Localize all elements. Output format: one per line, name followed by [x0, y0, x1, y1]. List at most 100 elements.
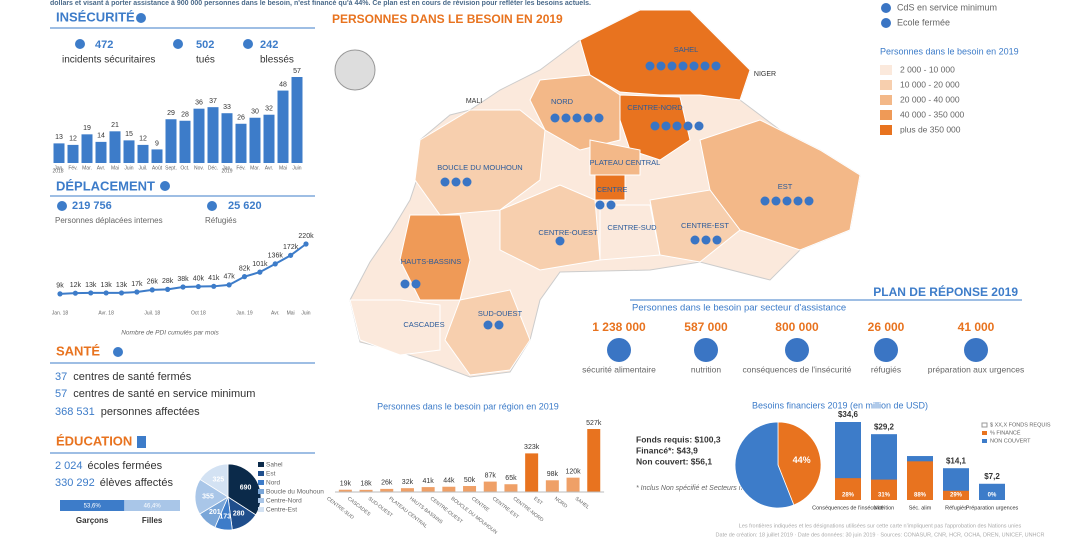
- value-label: 17k: [131, 281, 143, 288]
- x-tick-label: Jan. 19: [236, 310, 253, 316]
- icon: [555, 236, 565, 246]
- stat-value: 368 531: [55, 406, 95, 418]
- fund-line: Financé*: $43,9: [636, 445, 698, 455]
- legend-label: Ecole fermée: [897, 17, 950, 27]
- value-label: 50k: [464, 477, 476, 484]
- bar: [165, 119, 177, 163]
- sector-label: sécurité alimentaire: [582, 364, 656, 374]
- point: [134, 289, 140, 295]
- bar: [442, 486, 456, 492]
- value-label: 12: [139, 136, 147, 143]
- value-label: 9: [155, 140, 159, 147]
- x-tick-label: Mai: [279, 165, 287, 171]
- x-tick-label: Séc. alim: [909, 505, 932, 511]
- region-shape: [349, 299, 441, 356]
- sector-value: 26 000: [868, 320, 905, 334]
- legend-title: Personnes dans le besoin en 2019: [880, 46, 1019, 56]
- legend-swatch: [258, 498, 264, 503]
- point: [241, 274, 248, 280]
- bar: [979, 483, 1005, 500]
- point: [88, 290, 94, 296]
- icon: [550, 113, 560, 123]
- x-tick-label: Mai: [287, 310, 295, 316]
- sector-label: conséquences de l'insécurité: [743, 364, 852, 374]
- legend-swatch: [258, 480, 264, 485]
- stat-label: élèves affectés: [100, 477, 174, 489]
- value-label: 57: [293, 68, 301, 75]
- icon: [583, 113, 593, 123]
- x-tick-label: Nov.: [194, 165, 204, 171]
- legend-label: 2 000 - 10 000: [900, 64, 955, 74]
- fund-note: * Inclus Non spécifié et Secteurs multip…: [636, 485, 767, 492]
- icon: [440, 177, 450, 187]
- point: [288, 252, 294, 258]
- share-label: 28%: [842, 493, 855, 499]
- x-tick-label: Jan. 18: [52, 310, 69, 316]
- legend-swatch: [258, 471, 264, 476]
- share-label: 53,6%: [84, 504, 102, 510]
- value-label: $7,2: [984, 472, 1000, 481]
- region-shape: [414, 109, 546, 216]
- legend-swatch: [880, 80, 892, 90]
- value-label: 12k: [70, 282, 82, 289]
- x-tick-label: Jan.: [54, 165, 63, 171]
- x-tick-label: Avr.: [271, 310, 280, 316]
- bar: [53, 143, 65, 163]
- value-label: 38k: [177, 276, 189, 283]
- bar: [221, 113, 233, 163]
- fund-line: Non couvert: $56,1: [636, 456, 712, 466]
- x-tick-label: Avr.: [265, 165, 274, 171]
- icon: [400, 279, 410, 289]
- legend-label: % FINANCÉ: [990, 429, 1021, 436]
- point: [257, 269, 263, 275]
- section-title: INSÉCURITÉ: [56, 9, 135, 24]
- footer-text: Les frontières indiquées et les désignat…: [739, 523, 1022, 529]
- value-label: 29: [167, 110, 175, 117]
- legend-swatch: [981, 422, 988, 428]
- value-label: 323k: [524, 444, 540, 451]
- bar: [463, 486, 477, 492]
- bar: [179, 120, 191, 163]
- globe-icon: [334, 49, 376, 91]
- share-label: 31%: [878, 493, 891, 499]
- legend-swatch: [258, 507, 264, 512]
- slice-label: 44%: [793, 455, 811, 465]
- icon: [57, 201, 67, 211]
- region-shape: [589, 139, 641, 176]
- point: [180, 284, 186, 290]
- icon: [874, 338, 898, 362]
- icon: [700, 61, 710, 71]
- stat-label: incidents sécuritaires: [62, 55, 155, 66]
- bar: [193, 108, 205, 163]
- icon: [606, 200, 616, 210]
- sector-value: 587 000: [684, 320, 728, 334]
- stat-value: 57: [55, 388, 67, 400]
- point: [72, 290, 78, 296]
- share-bar: [60, 500, 125, 511]
- value-label: 26k: [147, 279, 159, 286]
- icon: [650, 121, 660, 131]
- region-label: BOUCLE DU MOUHOUN: [437, 163, 522, 172]
- bar: [400, 488, 414, 492]
- x-tick-label: Mai: [111, 165, 119, 171]
- icon: [782, 196, 792, 206]
- x-tick-label: SAHEL: [574, 496, 591, 511]
- bar: [291, 77, 303, 163]
- stat-value: 37: [55, 371, 67, 383]
- value-label: 136k: [268, 253, 284, 260]
- point: [165, 286, 171, 292]
- value-label: 527k: [586, 420, 602, 427]
- value-label: 120k: [565, 468, 581, 475]
- x-tick-label: Oct 18: [191, 310, 206, 316]
- legend-label: 10 000 - 20 000: [900, 79, 960, 89]
- x-tick-label: Avr.: [97, 165, 106, 171]
- section-title: ÉDUCATION: [56, 433, 132, 448]
- value-label: 87k: [485, 472, 497, 479]
- point: [103, 290, 109, 296]
- icon: [964, 338, 988, 362]
- value-label: $14,1: [946, 456, 967, 465]
- legend-swatch: [880, 110, 892, 120]
- value-label: 30: [251, 109, 259, 116]
- icon: [411, 279, 421, 289]
